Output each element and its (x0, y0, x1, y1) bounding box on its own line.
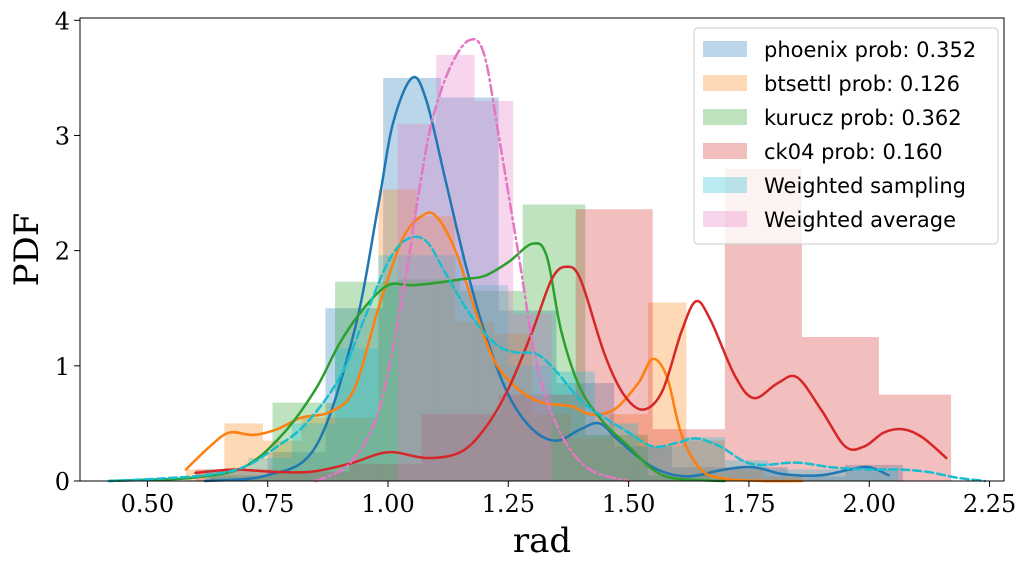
legend-swatch-4 (703, 177, 747, 193)
y-axis-ticks: 0 1 2 3 4 (55, 7, 80, 496)
hist-bar-3-9 (878, 394, 952, 481)
hist-bar-0-4 (440, 97, 499, 481)
hist-bar-5-0 (397, 123, 437, 481)
hist-bar-1-6 (416, 216, 456, 482)
y-tick-label: 3 (55, 122, 70, 150)
kde-line-3 (194, 265, 948, 475)
legend-label-3: ck04 prob: 0.160 (764, 140, 943, 164)
hist-bar-3-1 (272, 471, 350, 481)
hist-bar-4-4 (378, 255, 422, 481)
legend-label-2: kurucz prob: 0.362 (764, 106, 962, 130)
hist-bar-0-9 (729, 467, 788, 481)
legend-swatch-1 (703, 75, 747, 91)
legend-label-0: phoenix prob: 0.352 (764, 38, 976, 62)
hist-bar-1-14 (724, 469, 764, 481)
hist-bar-3-0 (195, 469, 273, 481)
x-tick-label: 1.75 (722, 490, 775, 518)
kde-layer (107, 37, 987, 483)
x-axis-ticks: 0.50 0.75 1.00 1.25 1.50 1.75 2.00 2.25 (121, 481, 1016, 518)
hist-bar-3-2 (349, 463, 422, 481)
y-tick-label: 4 (55, 7, 70, 35)
kde-line-0 (203, 75, 890, 483)
hist-bar-1-15 (763, 476, 802, 481)
x-tick-label: 0.50 (121, 490, 174, 518)
legend-label-1: btsettl prob: 0.126 (764, 72, 960, 96)
x-tick-label: 0.75 (241, 490, 294, 518)
x-tick-label: 2.00 (843, 490, 896, 518)
hist-bar-2-4 (460, 290, 523, 481)
kde-line-1 (184, 211, 804, 483)
hist-bar-3-8 (801, 337, 879, 481)
hist-bar-0-3 (383, 77, 441, 481)
hist-bar-0-2 (325, 308, 384, 481)
histogram-layer (185, 54, 952, 482)
legend: phoenix prob: 0.352 btsettl prob: 0.126 ku… (693, 27, 999, 245)
x-tick-label: 2.25 (963, 490, 1016, 518)
y-axis-label: PDF (7, 213, 47, 287)
hist-bar-2-3 (397, 279, 461, 481)
kde-line-4 (107, 235, 987, 483)
hist-bar-4-14 (811, 469, 855, 481)
legend-label-4: Weighted sampling (764, 174, 966, 198)
y-tick-label: 0 (55, 468, 70, 496)
x-tick-label: 1.25 (482, 490, 535, 518)
hist-bar-1-8 (493, 333, 533, 481)
hist-bar-1-9 (532, 414, 571, 481)
legend-swatch-3 (703, 143, 747, 159)
legend-swatch-2 (703, 109, 747, 125)
kde-line-2 (107, 242, 727, 483)
hist-bar-5-2 (474, 100, 514, 481)
legend-box (693, 27, 999, 245)
legend-swatch-5 (703, 211, 747, 227)
x-tick-label: 1.00 (361, 490, 414, 518)
hist-bar-4-7 (508, 365, 552, 481)
hist-bar-4-0 (205, 469, 249, 481)
y-tick-label: 1 (55, 353, 70, 381)
plot-frame (79, 17, 1005, 482)
hist-bar-0-10 (787, 476, 846, 481)
hist-bar-4-1 (248, 457, 292, 481)
x-tick-label: 1.50 (602, 490, 655, 518)
legend-swatch-0 (703, 41, 747, 57)
x-axis-label: rad (513, 521, 571, 561)
kde-line-5 (314, 37, 630, 483)
legend-label-5: Weighted average (764, 208, 956, 232)
y-tick-label: 2 (55, 238, 70, 266)
hist-bar-4-15 (854, 469, 899, 481)
